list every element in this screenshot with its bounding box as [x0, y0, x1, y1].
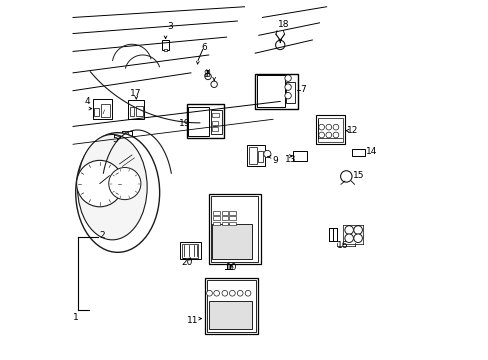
Circle shape [353, 234, 362, 243]
Bar [162, 40, 168, 50]
Text: 8: 8 [203, 70, 208, 79]
Circle shape [77, 160, 123, 207]
Text: 3: 3 [167, 22, 173, 31]
Circle shape [275, 40, 285, 50]
Circle shape [344, 234, 353, 243]
Text: 11: 11 [187, 315, 199, 324]
Bar [135, 106, 142, 116]
Bar [93, 99, 112, 119]
Text: 10: 10 [225, 263, 237, 272]
Bar [130, 107, 134, 116]
Bar [257, 152, 262, 162]
Ellipse shape [76, 133, 160, 252]
Bar [248, 148, 256, 164]
Bar [212, 127, 217, 131]
Bar [213, 216, 220, 220]
Bar [229, 222, 235, 225]
Bar [210, 197, 258, 262]
Bar [182, 244, 198, 257]
Circle shape [318, 124, 324, 130]
Circle shape [285, 93, 291, 99]
Bar [124, 131, 128, 135]
Bar [208, 301, 252, 329]
Circle shape [204, 73, 211, 80]
Circle shape [325, 132, 331, 138]
Bar [180, 242, 201, 259]
Bar [208, 194, 260, 264]
Bar [315, 115, 345, 144]
Text: 15: 15 [352, 171, 364, 180]
Circle shape [237, 291, 243, 296]
Bar [351, 149, 364, 157]
Text: 18: 18 [278, 20, 289, 29]
Bar [186, 104, 224, 138]
Circle shape [340, 171, 351, 182]
Ellipse shape [77, 134, 147, 240]
Bar [317, 118, 342, 143]
Circle shape [206, 291, 212, 296]
Bar [205, 278, 258, 334]
Text: 5: 5 [112, 135, 118, 144]
Bar [229, 211, 235, 215]
Bar [292, 151, 307, 161]
Text: 8: 8 [205, 70, 210, 79]
Bar [210, 111, 221, 134]
Text: 4: 4 [84, 97, 90, 106]
Circle shape [332, 124, 338, 130]
Bar [221, 222, 227, 225]
Bar [163, 49, 167, 51]
Bar [188, 107, 209, 136]
Circle shape [344, 226, 353, 234]
Bar [213, 211, 220, 215]
Bar [94, 108, 99, 116]
Circle shape [213, 291, 219, 296]
Text: 9: 9 [272, 156, 278, 165]
Circle shape [285, 84, 291, 90]
Circle shape [318, 132, 324, 138]
Bar [213, 222, 220, 225]
Text: 13: 13 [284, 155, 295, 164]
Text: 19: 19 [179, 119, 190, 128]
Bar [207, 280, 255, 332]
Bar [221, 216, 227, 220]
Bar [122, 131, 132, 137]
Text: 2: 2 [100, 231, 105, 240]
Circle shape [108, 167, 141, 200]
Bar [255, 73, 298, 109]
Text: 16: 16 [336, 240, 347, 249]
Circle shape [263, 150, 270, 157]
Text: 12: 12 [346, 126, 358, 135]
Circle shape [325, 124, 331, 130]
Circle shape [332, 132, 338, 138]
Text: 1: 1 [73, 313, 79, 322]
Text: 6: 6 [201, 43, 206, 52]
Text: 20: 20 [181, 258, 193, 267]
Bar [212, 121, 217, 125]
Circle shape [285, 75, 291, 81]
Text: 17: 17 [129, 89, 141, 98]
Text: 7: 7 [300, 85, 305, 94]
Bar [285, 82, 295, 103]
Circle shape [210, 81, 217, 87]
Bar [256, 75, 284, 107]
Circle shape [229, 291, 235, 296]
Bar [212, 113, 218, 117]
Bar [229, 216, 235, 220]
Bar [128, 100, 144, 118]
Bar [212, 224, 252, 259]
Circle shape [222, 291, 227, 296]
Bar [247, 145, 264, 166]
Circle shape [353, 226, 362, 234]
Bar [101, 104, 110, 117]
Text: 14: 14 [365, 147, 377, 156]
Bar [221, 211, 227, 215]
Circle shape [244, 291, 250, 296]
